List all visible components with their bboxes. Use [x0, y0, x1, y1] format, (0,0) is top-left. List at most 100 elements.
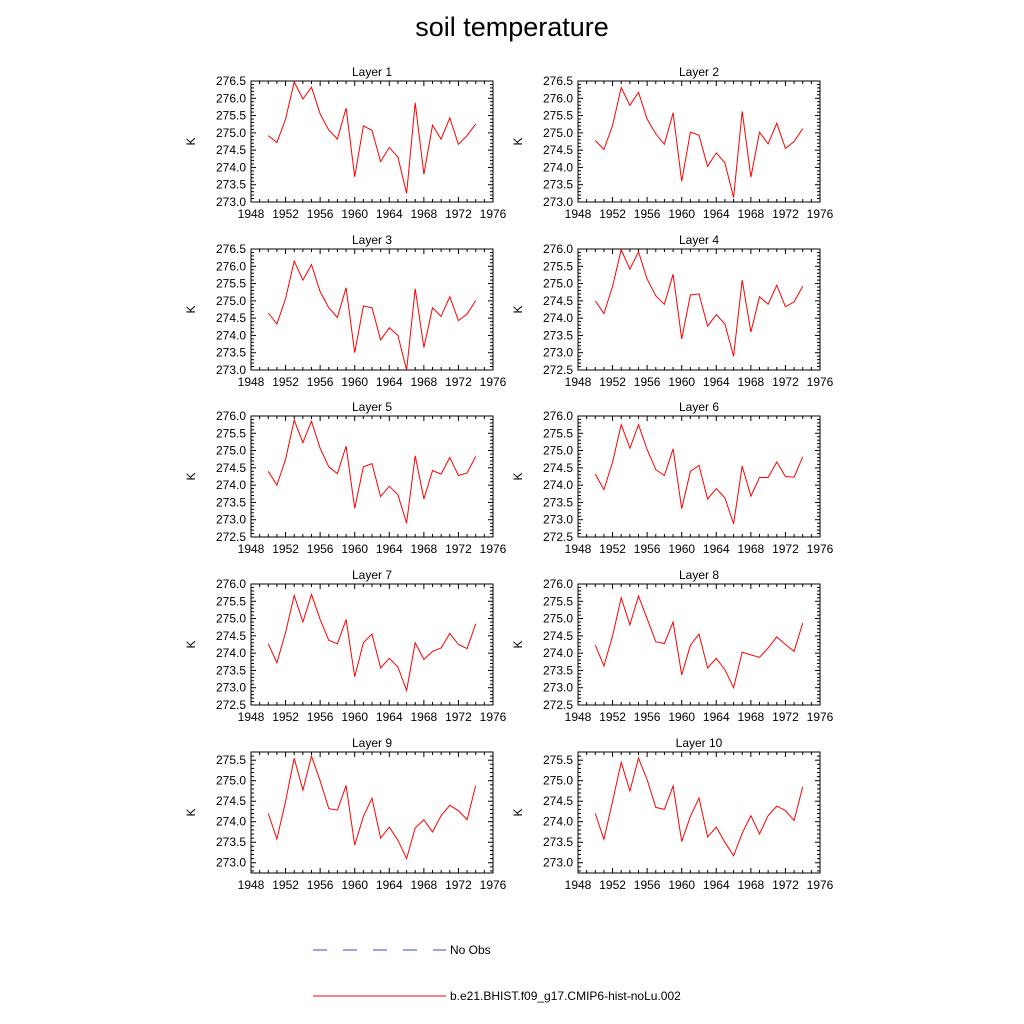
x-tick-label: 1972: [772, 710, 799, 724]
y-tick-label: 274.0: [543, 311, 573, 325]
plot-frame: [577, 751, 821, 874]
x-tick-label: 1964: [376, 710, 403, 724]
x-tick-label: 1972: [772, 542, 799, 556]
x-tick-label: 1952: [599, 375, 626, 389]
plot-frame: [577, 415, 821, 538]
y-tick-label: 275.5: [216, 277, 246, 291]
x-tick-label: 1964: [376, 878, 403, 892]
x-tick-label: 1964: [703, 542, 730, 556]
y-axis-label: K: [184, 640, 198, 648]
y-tick-label: 274.5: [216, 629, 246, 643]
y-tick-label: 274.5: [216, 461, 246, 475]
y-tick-label: 275.5: [543, 594, 573, 608]
x-tick-label: 1960: [668, 878, 695, 892]
y-tick-label: 273.5: [543, 663, 573, 677]
y-tick-label: 275.0: [543, 444, 573, 458]
x-tick-label: 1948: [238, 878, 265, 892]
x-tick-label: 1964: [703, 710, 730, 724]
x-tick-label: 1976: [480, 207, 507, 221]
x-tick-label: 1956: [634, 542, 661, 556]
x-tick-label: 1952: [272, 542, 299, 556]
x-tick-label: 1964: [703, 375, 730, 389]
panel-3: Layer 3 K 1948 1952 1956 1960 1964 1968 1972 1976…: [184, 233, 507, 389]
x-tick-label: 1960: [341, 375, 368, 389]
x-tick-label: 1972: [445, 542, 472, 556]
panel-title: Layer 10: [676, 736, 723, 750]
x-tick-label: 1976: [807, 878, 834, 892]
y-tick-label: 275.0: [216, 612, 246, 626]
x-tick-label: 1968: [411, 375, 438, 389]
y-tick-label: 274.0: [216, 328, 246, 342]
y-tick-label: 272.5: [543, 698, 573, 712]
panel-6: Layer 6 K 1948 1952 1956 1960 1964 1968 1972 1976…: [511, 400, 834, 556]
y-tick-label: 275.0: [543, 774, 573, 788]
series-line: [267, 80, 477, 194]
y-tick-label: 274.5: [543, 294, 573, 308]
plot-frame: [577, 80, 821, 203]
y-tick-label: 274.5: [543, 461, 573, 475]
x-tick-label: 1960: [668, 542, 695, 556]
y-axis-label: K: [184, 137, 198, 145]
panel-title: Layer 5: [352, 400, 392, 414]
legend-obs-label: No Obs: [450, 943, 491, 957]
y-tick-label: 276.0: [216, 91, 246, 105]
y-tick-label: 273.5: [216, 663, 246, 677]
x-tick-label: 1956: [634, 207, 661, 221]
y-tick-label: 275.0: [543, 277, 573, 291]
x-tick-label: 1968: [411, 878, 438, 892]
y-axis-label: K: [184, 305, 198, 313]
y-tick-label: 273.0: [543, 346, 573, 360]
y-tick-label: 273.5: [216, 495, 246, 509]
y-tick-label: 272.5: [543, 530, 573, 544]
y-tick-label: 275.0: [216, 444, 246, 458]
y-tick-label: 273.5: [543, 495, 573, 509]
y-tick-label: 273.5: [543, 328, 573, 342]
x-tick-label: 1972: [772, 207, 799, 221]
y-tick-label: 273.5: [216, 346, 246, 360]
series-line: [267, 418, 477, 524]
x-tick-label: 1964: [376, 375, 403, 389]
y-tick-label: 276.5: [216, 242, 246, 256]
y-tick-label: 274.0: [216, 478, 246, 492]
series-line: [267, 592, 477, 693]
x-tick-label: 1968: [738, 710, 765, 724]
x-tick-label: 1956: [307, 710, 334, 724]
panel-9: Layer 9 K 1948 1952 1956 1960 1964 1968 1972 1976…: [184, 736, 507, 892]
panel-title: Layer 8: [679, 568, 719, 582]
plot-frame: [250, 583, 494, 706]
x-tick-label: 1960: [668, 710, 695, 724]
series-line: [594, 756, 804, 857]
panel-7: Layer 7 K 1948 1952 1956 1960 1964 1968 1972 1976…: [184, 568, 507, 724]
x-tick-label: 1976: [480, 542, 507, 556]
x-tick-label: 1968: [738, 878, 765, 892]
x-tick-label: 1948: [565, 207, 592, 221]
x-tick-label: 1968: [738, 375, 765, 389]
y-tick-label: 274.0: [543, 815, 573, 829]
y-tick-label: 272.5: [543, 363, 573, 377]
x-tick-label: 1952: [272, 375, 299, 389]
plot-frame: [577, 248, 821, 371]
x-tick-label: 1948: [238, 710, 265, 724]
series-line: [594, 248, 804, 357]
y-tick-label: 274.5: [216, 311, 246, 325]
y-tick-label: 275.5: [543, 753, 573, 767]
y-tick-label: 274.5: [216, 143, 246, 157]
y-axis-label: K: [511, 137, 525, 145]
x-tick-label: 1972: [445, 207, 472, 221]
x-tick-label: 1976: [480, 878, 507, 892]
y-tick-label: 275.0: [216, 126, 246, 140]
y-tick-label: 273.0: [543, 195, 573, 209]
x-tick-label: 1956: [634, 375, 661, 389]
y-axis-label: K: [511, 808, 525, 816]
x-tick-label: 1952: [599, 542, 626, 556]
y-tick-label: 273.0: [543, 513, 573, 527]
legend-model-label: b.e21.BHIST.f09_g17.CMIP6-hist-noLu.002: [450, 989, 681, 1003]
y-tick-label: 276.5: [216, 74, 246, 88]
x-tick-label: 1972: [445, 375, 472, 389]
y-tick-label: 276.0: [216, 577, 246, 591]
y-tick-label: 274.0: [543, 646, 573, 660]
panel-5: Layer 5 K 1948 1952 1956 1960 1964 1968 1972 1976…: [184, 400, 507, 556]
x-tick-label: 1948: [238, 207, 265, 221]
x-tick-label: 1976: [480, 710, 507, 724]
x-tick-label: 1956: [307, 542, 334, 556]
